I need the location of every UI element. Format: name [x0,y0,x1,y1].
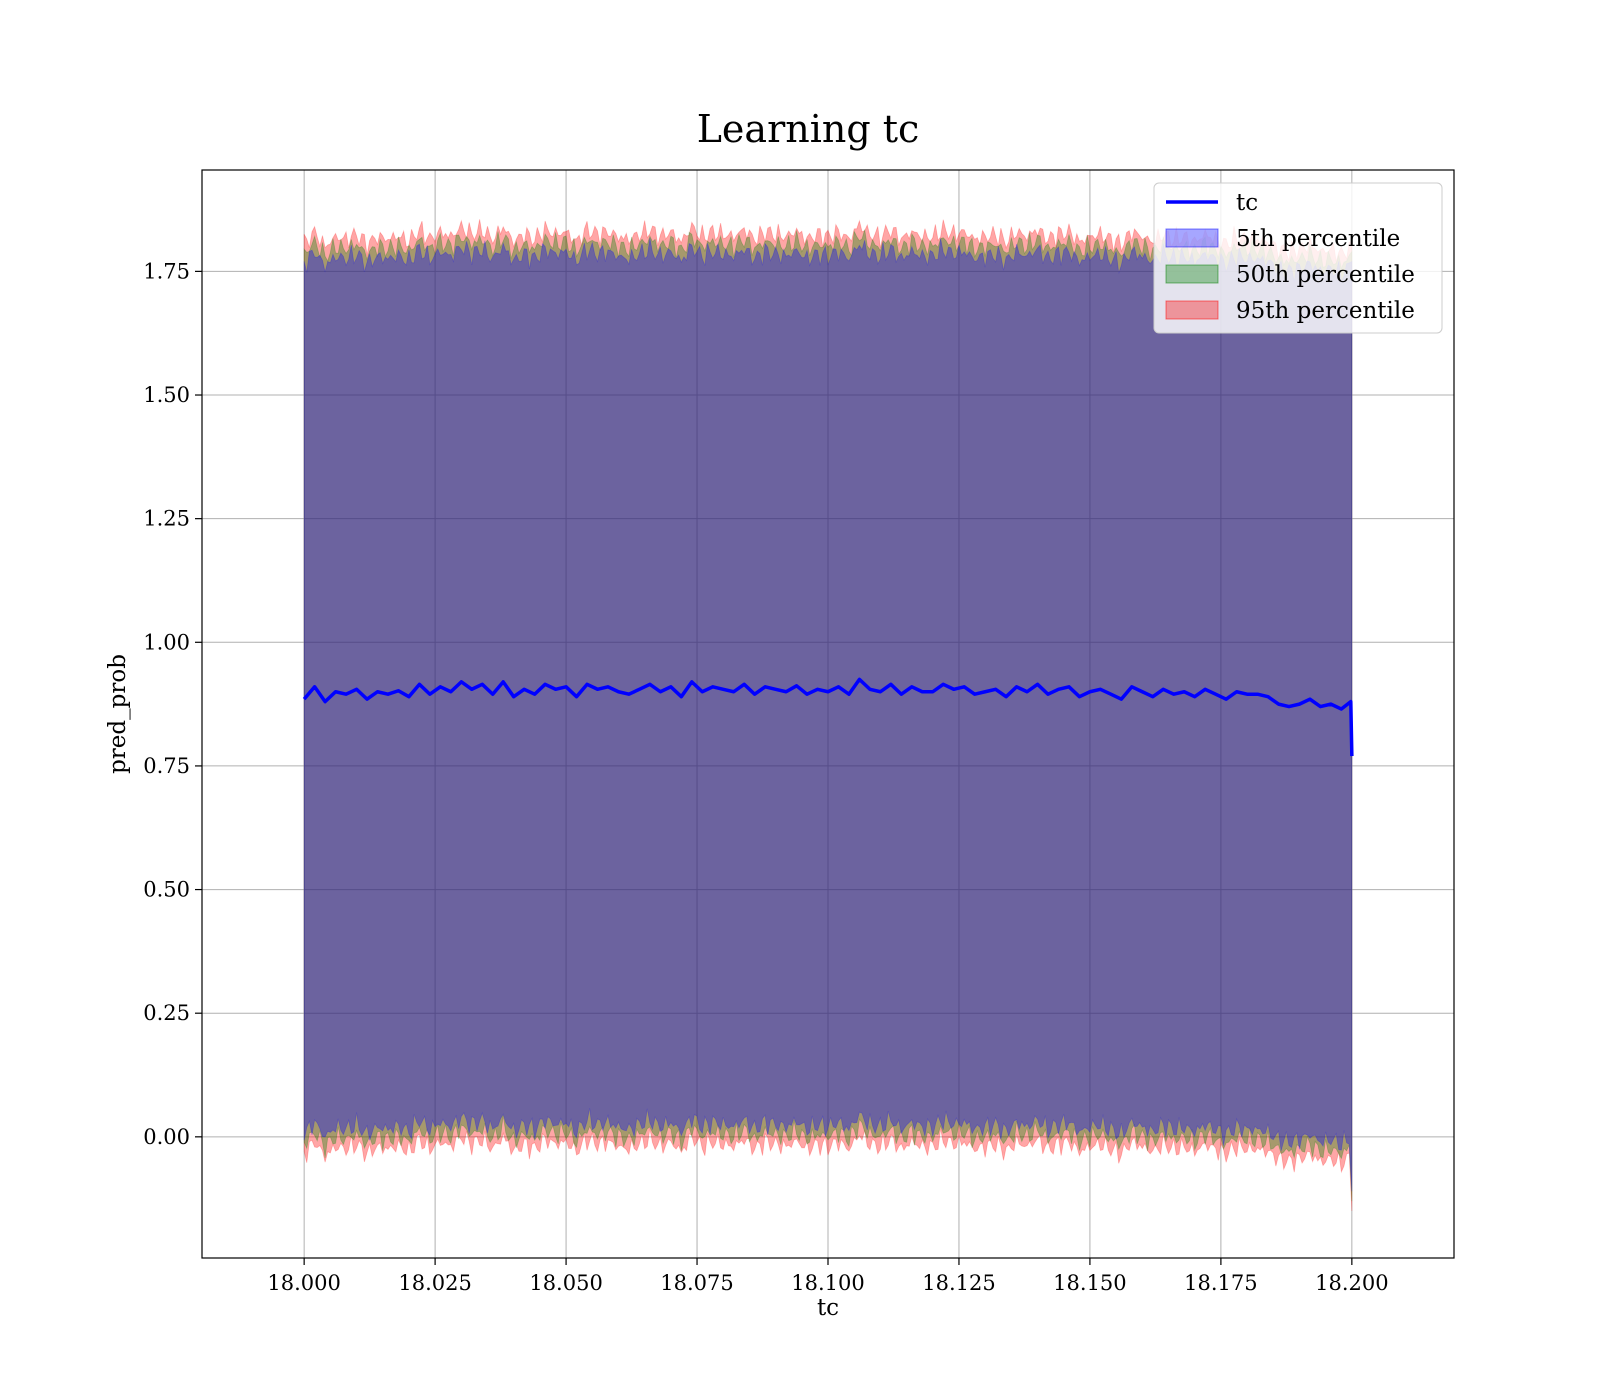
x-tick-label: 18.200 [1315,1271,1388,1295]
legend: tc 5th percentile 50th percentile 95th perc… [1153,182,1443,334]
legend-swatch-patch [1165,300,1219,320]
legend-swatch-patch [1165,228,1219,248]
legend-box [1153,182,1443,334]
band-50th-percentile [303,229,1353,1202]
legend-label: tc [1236,190,1258,216]
y-tick-label: 1.50 [143,383,190,407]
x-tick-label: 18.025 [398,1271,471,1295]
y-tick-label: 1.25 [143,507,190,531]
y-tick-label: 0.75 [143,754,190,778]
tick-layer: 18.000 18.025 18.050 18.075 18.100 18.125 18.1… [143,259,1388,1295]
y-tick-label: 1.75 [143,259,190,283]
x-tick-label: 18.125 [922,1271,995,1295]
chart-title: Learning tc [697,107,920,151]
x-tick-label: 18.100 [791,1271,864,1295]
grid-layer [202,170,1454,1258]
band-95th-percentile [303,219,1353,1212]
band-layer [303,219,1353,1212]
band-5th-percentile [303,238,1353,1192]
x-tick-label: 18.075 [660,1271,733,1295]
series-line-tc [302,677,1354,757]
x-tick-label: 18.150 [1053,1271,1126,1295]
y-tick-label: 1.00 [143,630,190,654]
line-layer [302,677,1354,757]
x-tick-label: 18.050 [529,1271,602,1295]
y-axis-label: pred_prob [105,654,131,774]
legend-swatch-patch [1165,264,1219,284]
x-tick-label: 18.175 [1184,1271,1257,1295]
legend-label: 95th percentile [1236,298,1415,324]
legend-label: 50th percentile [1236,262,1415,288]
x-axis-label: tc [817,1295,839,1321]
legend-entries: tc 5th percentile 50th percentile 95th perc… [1165,190,1415,324]
y-tick-label: 0.50 [143,878,190,902]
y-tick-label: 0.25 [143,1001,190,1025]
y-tick-label: 0.00 [143,1125,190,1149]
legend-label: 5th percentile [1236,226,1400,252]
x-tick-label: 18.000 [267,1271,340,1295]
